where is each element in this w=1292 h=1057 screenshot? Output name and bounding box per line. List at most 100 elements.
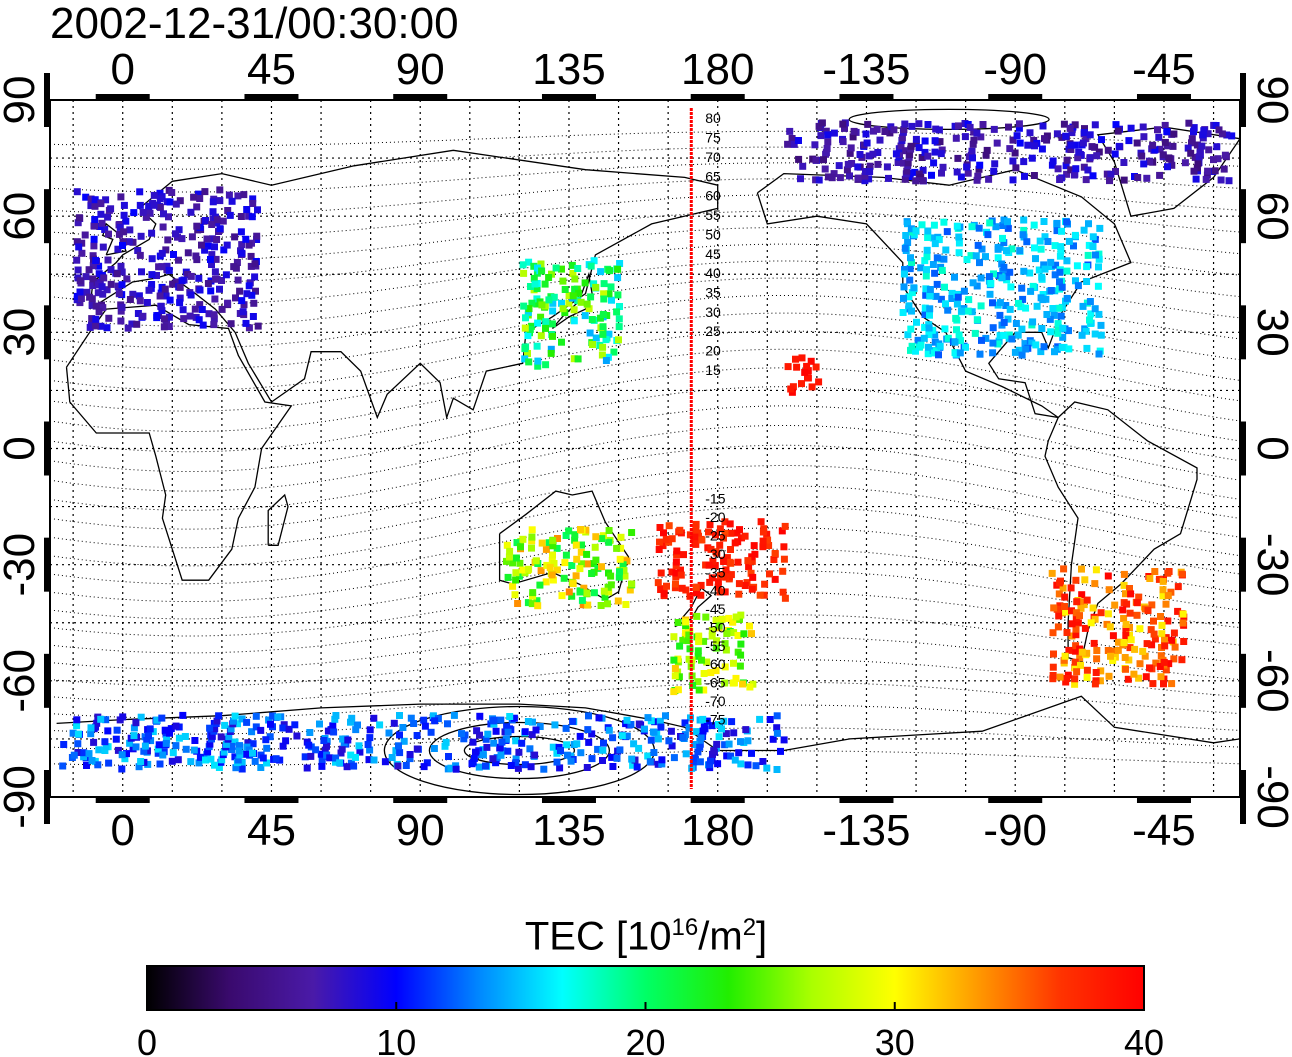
tec-pixel <box>222 271 230 279</box>
tec-pixel <box>545 274 553 281</box>
tec-pixel <box>92 723 99 731</box>
tec-pixel <box>163 262 171 270</box>
right-lat-tick-label: 30 <box>1248 308 1292 357</box>
tec-pixel <box>95 308 103 316</box>
tec-pixel <box>1009 176 1017 184</box>
tec-pixel <box>527 763 535 771</box>
tec-pixel <box>780 543 788 551</box>
left-lat-tick-label: -60 <box>0 649 44 713</box>
tec-pixel <box>604 600 611 608</box>
tec-pixel <box>700 686 708 694</box>
tec-pixel <box>590 280 598 288</box>
tec-pixel <box>1040 343 1048 351</box>
tec-pixel <box>343 763 351 771</box>
tec-pixel <box>577 548 585 556</box>
tec-pixel <box>247 252 255 260</box>
tec-pixel <box>1018 351 1026 359</box>
tec-pixel <box>1071 647 1079 655</box>
tec-pixel <box>951 273 958 281</box>
tec-pixel <box>1164 617 1172 625</box>
tec-pixel <box>533 342 541 350</box>
tec-pixel <box>739 680 746 688</box>
tec-pixel <box>370 756 378 764</box>
tec-pixel <box>883 163 891 171</box>
tec-pixel <box>1028 339 1036 347</box>
tec-pixel <box>812 156 820 164</box>
tec-pixel <box>211 761 218 769</box>
tec-pixel <box>969 140 977 148</box>
tec-pixel <box>344 736 352 744</box>
tec-pixel <box>591 543 599 551</box>
tec-pixel <box>602 336 610 344</box>
tec-pixel <box>599 757 606 764</box>
tec-pixel <box>824 173 832 181</box>
tec-pixel <box>1140 133 1148 141</box>
tec-pixel <box>1058 133 1066 141</box>
tec-pixel <box>609 734 617 742</box>
tec-pixel <box>94 289 102 297</box>
tec-pixel <box>999 234 1006 242</box>
tec-pixel <box>1071 141 1079 149</box>
tec-pixel <box>618 732 626 740</box>
tec-pixel <box>921 304 929 312</box>
tec-pixel <box>598 351 606 359</box>
tec-pixel <box>900 283 908 291</box>
tec-pixel <box>583 550 591 558</box>
tec-pixel <box>759 543 767 551</box>
tec-pixel <box>469 738 477 746</box>
left-lat-tick-label: -90 <box>0 765 44 829</box>
tec-pixel <box>223 241 231 249</box>
tec-pixel <box>1085 220 1092 228</box>
tec-pixel <box>1149 680 1157 688</box>
tec-pixel <box>906 276 914 284</box>
tec-pixel <box>964 169 972 177</box>
tec-pixel <box>1041 135 1048 143</box>
tec-pixel <box>243 718 251 726</box>
tec-pixel <box>370 714 378 722</box>
tec-pixel <box>696 737 704 745</box>
tec-pixel <box>1211 167 1219 175</box>
tec-pixel <box>1011 149 1019 157</box>
tec-pixel <box>1191 153 1199 161</box>
tec-pixel <box>759 537 767 545</box>
tec-pixel <box>460 735 468 743</box>
tec-pixel <box>1223 131 1231 139</box>
tec-pixel <box>804 367 812 375</box>
tec-pixel <box>235 747 243 755</box>
tec-pixel <box>1021 340 1029 348</box>
tec-pixel <box>663 582 670 590</box>
top-tick-bar <box>988 94 1043 100</box>
tec-pixel <box>91 222 98 230</box>
tec-pixel <box>1074 282 1082 290</box>
tec-pixel <box>99 243 107 251</box>
tec-pixel <box>209 235 216 243</box>
tec-pixel <box>1159 151 1167 159</box>
contour-label: 30 <box>705 304 721 320</box>
tec-pixel <box>1063 170 1071 178</box>
tec-pixel <box>211 295 219 303</box>
tec-pixel <box>1119 606 1127 614</box>
right-lat-tick-label: -60 <box>1248 649 1292 713</box>
tec-pixel <box>238 297 246 305</box>
tec-pixel <box>1203 171 1211 179</box>
tec-pixel <box>291 721 299 729</box>
tec-pixel <box>169 749 177 757</box>
tec-pixel <box>881 128 889 135</box>
tec-pixel <box>996 332 1004 340</box>
tec-pixel <box>654 735 662 743</box>
tec-pixel <box>1126 585 1133 592</box>
tec-pixel <box>92 315 100 323</box>
tec-pixel <box>148 271 156 279</box>
contour-label: 25 <box>705 323 721 339</box>
tec-pixel <box>1091 580 1099 588</box>
tec-pixel <box>926 286 934 293</box>
tec-pixel <box>1156 171 1164 179</box>
tec-pixel <box>720 558 728 565</box>
tec-pixel <box>692 520 700 528</box>
tec-pixel <box>117 307 125 315</box>
tec-pixel <box>600 739 607 747</box>
tec-pixel <box>616 568 623 576</box>
tec-pixel <box>136 251 144 259</box>
tec-pixel <box>935 126 943 134</box>
tec-pixel <box>1122 632 1130 639</box>
